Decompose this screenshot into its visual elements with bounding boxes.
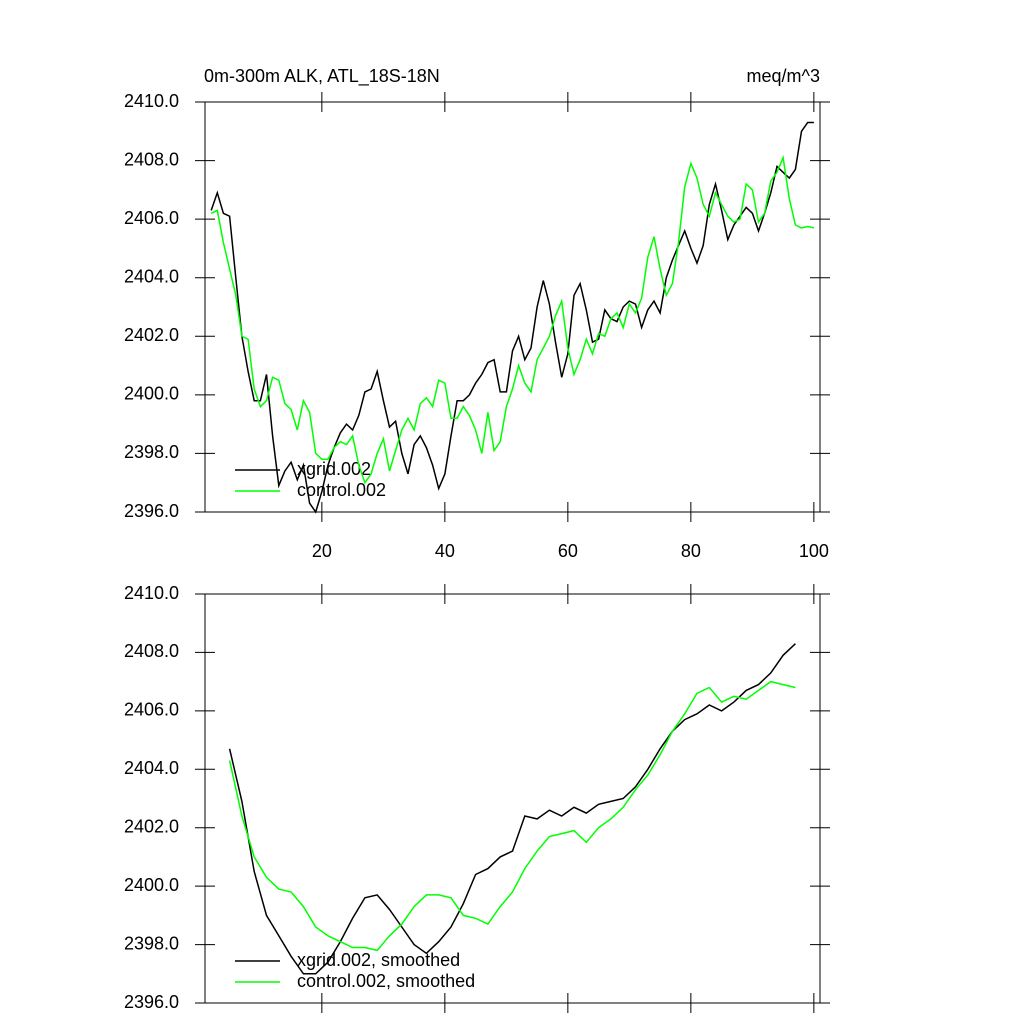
legend-label: xgrid.002, smoothed	[297, 950, 460, 970]
data-line	[210, 121, 814, 514]
data-line	[228, 643, 796, 975]
x-tick-label: 20	[312, 541, 332, 561]
y-tick-label: 2406.0	[124, 208, 179, 228]
y-tick-label: 2396.0	[124, 501, 179, 521]
units-label: meq/m^3	[747, 66, 820, 86]
y-tick-label: 2400.0	[124, 384, 179, 404]
data-line	[228, 680, 796, 952]
legend-label: control.002	[297, 480, 386, 500]
y-tick-label: 2408.0	[124, 641, 179, 661]
y-tick-label: 2402.0	[124, 816, 179, 836]
y-tick-label: 2402.0	[124, 325, 179, 345]
y-tick-label: 2398.0	[124, 442, 179, 462]
y-tick-label: 2410.0	[124, 583, 179, 603]
x-tick-label: 80	[681, 541, 701, 561]
y-tick-label: 2408.0	[124, 149, 179, 169]
chart-title: 0m-300m ALK, ATL_18S-18N	[204, 66, 440, 87]
plot-frame	[204, 593, 821, 1004]
x-tick-label: 60	[558, 541, 578, 561]
y-tick-label: 2410.0	[124, 91, 179, 111]
y-tick-label: 2406.0	[124, 700, 179, 720]
plot-frame	[204, 101, 821, 513]
y-tick-label: 2398.0	[124, 933, 179, 953]
x-tick-label: 40	[435, 541, 455, 561]
legend-label: control.002, smoothed	[297, 971, 475, 991]
x-tick-label: 100	[799, 541, 829, 561]
y-tick-label: 2396.0	[124, 992, 179, 1012]
y-tick-label: 2404.0	[124, 266, 179, 286]
legend-label: xgrid.002	[297, 459, 371, 479]
y-tick-label: 2404.0	[124, 758, 179, 778]
y-tick-label: 2400.0	[124, 875, 179, 895]
data-line	[210, 154, 815, 485]
